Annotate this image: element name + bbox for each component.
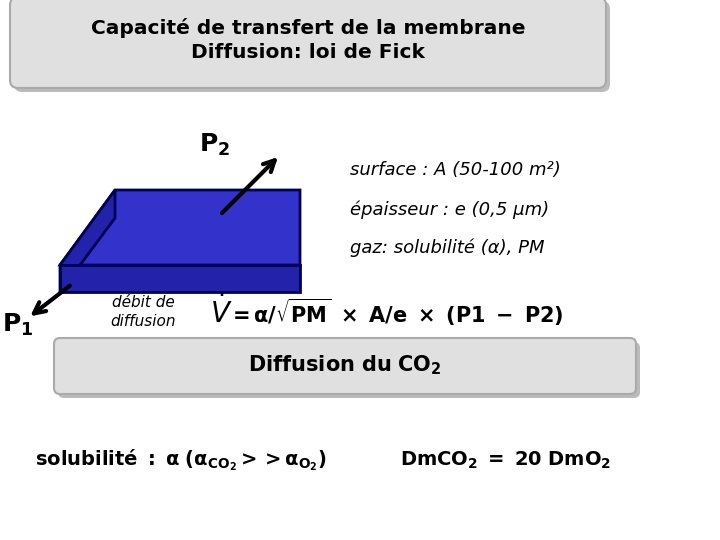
Polygon shape [60,190,115,292]
Text: épaisseur : e (0,5 μm): épaisseur : e (0,5 μm) [350,201,549,219]
Polygon shape [60,190,300,265]
Text: $\mathit{\dot{V}}$: $\mathit{\dot{V}}$ [210,295,233,329]
Text: $\mathbf{DmCO_2\ =\ 20\ DmO_2}$: $\mathbf{DmCO_2\ =\ 20\ DmO_2}$ [400,449,611,471]
Text: surface : A (50-100 m²): surface : A (50-100 m²) [350,161,561,179]
Text: Capacité de transfert de la membrane: Capacité de transfert de la membrane [91,18,526,38]
Text: $\mathbf{P_2}$: $\mathbf{P_2}$ [199,132,230,158]
Text: $\mathbf{solubilité\ :\ \alpha\ (\alpha_{CO_2}{>>}\alpha_{O_2})}$: $\mathbf{solubilité\ :\ \alpha\ (\alpha_… [35,447,327,473]
Text: gaz: solubilité (α), PM: gaz: solubilité (α), PM [350,239,544,257]
FancyBboxPatch shape [10,0,606,88]
FancyBboxPatch shape [14,1,610,92]
Text: $\mathbf{= \alpha/\sqrt{PM}\ \times\ A/e\ \times\ (P1\ -\ P2)}$: $\mathbf{= \alpha/\sqrt{PM}\ \times\ A/e… [228,296,564,328]
Text: débit de
diffusion: débit de diffusion [110,295,176,329]
FancyBboxPatch shape [54,338,636,394]
Text: $\mathbf{Diffusion\ du\ CO_2}$: $\mathbf{Diffusion\ du\ CO_2}$ [248,353,442,377]
FancyBboxPatch shape [58,342,640,398]
Text: $\mathbf{P_1}$: $\mathbf{P_1}$ [2,312,34,338]
Polygon shape [60,265,300,292]
Text: Diffusion: loi de Fick: Diffusion: loi de Fick [191,43,425,62]
